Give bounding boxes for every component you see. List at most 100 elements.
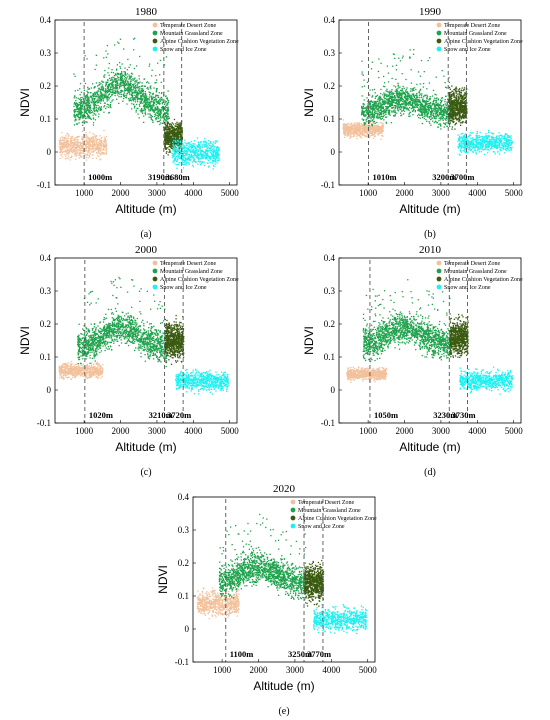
data-point bbox=[99, 95, 101, 97]
data-point bbox=[368, 136, 371, 139]
data-point bbox=[80, 146, 82, 148]
data-point bbox=[108, 85, 110, 88]
y-tick-label: 0.2 bbox=[40, 81, 51, 91]
data-point bbox=[173, 148, 176, 151]
data-point bbox=[368, 120, 371, 122]
data-point bbox=[104, 145, 106, 147]
data-point bbox=[152, 92, 154, 95]
data-point bbox=[98, 109, 100, 111]
data-point bbox=[180, 151, 182, 153]
data-point bbox=[371, 128, 373, 130]
data-point bbox=[366, 81, 369, 83]
data-point bbox=[412, 53, 415, 55]
data-point bbox=[121, 63, 123, 65]
data-point bbox=[168, 141, 171, 143]
data-point bbox=[385, 97, 387, 100]
data-point bbox=[357, 134, 360, 136]
data-point bbox=[78, 145, 80, 147]
data-point bbox=[361, 125, 363, 127]
data-point bbox=[372, 130, 374, 132]
data-point bbox=[99, 91, 102, 93]
data-point bbox=[134, 80, 136, 82]
data-point bbox=[120, 91, 123, 93]
data-point bbox=[177, 158, 179, 160]
data-point bbox=[93, 102, 96, 105]
data-point bbox=[88, 144, 90, 146]
data-point bbox=[342, 124, 345, 126]
data-point bbox=[103, 148, 105, 151]
data-point bbox=[372, 134, 374, 136]
data-point bbox=[143, 101, 145, 103]
data-point bbox=[146, 102, 148, 104]
data-point bbox=[116, 84, 118, 86]
data-point bbox=[396, 90, 399, 92]
data-point bbox=[69, 139, 72, 142]
data-point bbox=[215, 155, 218, 158]
data-point bbox=[386, 65, 389, 67]
data-point bbox=[370, 126, 372, 128]
data-point bbox=[84, 115, 87, 118]
data-point bbox=[370, 125, 373, 127]
data-point bbox=[124, 81, 127, 83]
data-point bbox=[116, 68, 118, 70]
data-point bbox=[67, 155, 69, 157]
data-point bbox=[179, 137, 181, 139]
data-point bbox=[158, 114, 160, 116]
data-point bbox=[161, 99, 163, 101]
data-point bbox=[129, 93, 131, 95]
data-point bbox=[107, 89, 109, 91]
data-point bbox=[186, 151, 188, 153]
data-point bbox=[433, 99, 435, 102]
data-point bbox=[90, 112, 93, 114]
data-point bbox=[199, 161, 201, 164]
data-point bbox=[133, 97, 135, 99]
data-point bbox=[133, 38, 135, 40]
data-point bbox=[77, 105, 79, 107]
data-point bbox=[102, 93, 104, 96]
data-point bbox=[395, 64, 398, 66]
data-point bbox=[96, 142, 98, 144]
data-point bbox=[103, 153, 105, 155]
data-point bbox=[102, 97, 104, 99]
data-point bbox=[398, 57, 400, 59]
data-point bbox=[202, 154, 204, 156]
data-point bbox=[126, 80, 128, 82]
data-point bbox=[84, 82, 87, 85]
data-point bbox=[395, 105, 397, 107]
data-point bbox=[384, 93, 386, 95]
data-point bbox=[67, 153, 70, 155]
data-point bbox=[345, 126, 348, 128]
data-point bbox=[105, 146, 107, 148]
data-point bbox=[368, 127, 370, 129]
data-point bbox=[347, 135, 349, 137]
data-point bbox=[374, 122, 376, 124]
data-point bbox=[80, 99, 82, 101]
data-point bbox=[380, 88, 382, 91]
data-point bbox=[128, 83, 130, 85]
data-point bbox=[122, 100, 124, 102]
data-point bbox=[117, 41, 119, 43]
data-point bbox=[422, 100, 424, 102]
data-point bbox=[429, 99, 431, 101]
data-point bbox=[166, 112, 168, 114]
data-point bbox=[92, 111, 94, 113]
data-point bbox=[111, 92, 113, 94]
data-point bbox=[190, 150, 192, 152]
data-point bbox=[103, 140, 105, 142]
data-point bbox=[95, 82, 98, 84]
data-point bbox=[183, 146, 186, 148]
legend-marker bbox=[152, 22, 158, 28]
data-point bbox=[116, 78, 118, 80]
data-point bbox=[130, 86, 132, 88]
data-point bbox=[64, 158, 66, 160]
data-point bbox=[347, 134, 349, 136]
data-point bbox=[81, 150, 84, 152]
data-point bbox=[216, 141, 218, 143]
data-point bbox=[151, 119, 153, 121]
data-point bbox=[102, 98, 105, 100]
data-point bbox=[97, 145, 99, 147]
data-point bbox=[363, 129, 365, 132]
data-point bbox=[86, 58, 88, 60]
data-point bbox=[61, 142, 64, 144]
data-point bbox=[107, 85, 109, 87]
